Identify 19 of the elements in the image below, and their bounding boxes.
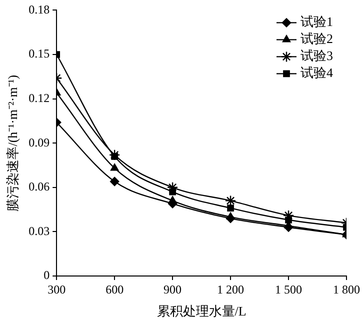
x-tick-label: 300 bbox=[48, 282, 66, 296]
x-axis-title: 累积处理水量/L bbox=[156, 304, 246, 319]
x-tick-label: 900 bbox=[164, 282, 182, 296]
y-axis-title: 膜污染速率/(h⁻¹·m⁻²·m⁻¹) bbox=[5, 74, 20, 212]
legend-label: 试验1 bbox=[300, 14, 333, 30]
legend-label: 试验2 bbox=[300, 31, 333, 46]
x-tick-label: 600 bbox=[106, 282, 124, 296]
x-tick-label: 1 200 bbox=[217, 282, 244, 296]
y-tick-label: 0.15 bbox=[28, 46, 50, 61]
y-tick-label: 0.03 bbox=[28, 224, 50, 238]
x-tick-label: 1 800 bbox=[333, 282, 360, 296]
y-tick-label: 0.09 bbox=[28, 135, 50, 150]
y-tick-label: 0.12 bbox=[28, 90, 50, 105]
x-tick-label: 1 500 bbox=[275, 282, 302, 296]
y-tick-label: 0 bbox=[44, 268, 50, 282]
y-tick-label: 0.18 bbox=[28, 2, 50, 16]
y-tick-label: 0.06 bbox=[28, 180, 50, 194]
legend-label: 试验4 bbox=[300, 65, 334, 80]
legend-label: 试验3 bbox=[300, 48, 333, 64]
